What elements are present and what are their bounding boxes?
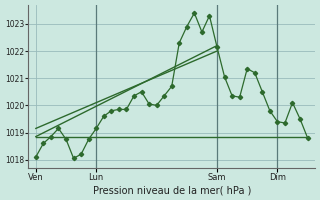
X-axis label: Pression niveau de la mer( hPa ): Pression niveau de la mer( hPa ) xyxy=(92,185,251,195)
